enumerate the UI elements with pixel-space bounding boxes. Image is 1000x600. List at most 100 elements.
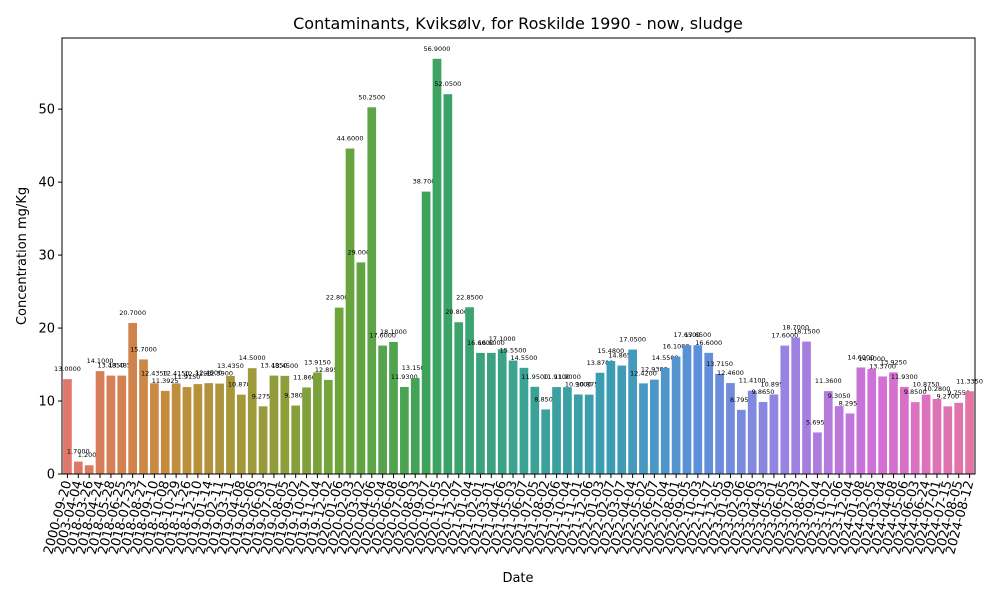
value-label: 8.2950 — [839, 399, 862, 407]
bar — [497, 349, 507, 474]
bar — [552, 387, 561, 474]
bar — [367, 107, 377, 474]
value-label: 13.4850 — [97, 362, 124, 370]
bar — [106, 375, 116, 474]
y-tick-label: 50 — [38, 103, 55, 118]
bar — [508, 360, 518, 474]
bar — [617, 365, 627, 474]
value-label: 16.1000 — [663, 343, 690, 351]
x-axis-label: Date — [502, 571, 533, 586]
value-label: 1.2000 — [78, 451, 101, 459]
bar — [595, 372, 605, 474]
bar — [215, 383, 224, 474]
value-label: 11.3600 — [815, 377, 842, 385]
bar — [139, 359, 148, 474]
bar — [443, 94, 453, 475]
value-label: 20.7000 — [119, 309, 146, 317]
value-label: 18.7000 — [782, 324, 809, 332]
bar — [693, 345, 703, 474]
value-label: 14.5500 — [652, 354, 679, 362]
value-label: 12.8950 — [315, 366, 342, 374]
bar — [204, 383, 214, 474]
value-label: 14.5000 — [239, 354, 266, 362]
bar — [150, 383, 159, 474]
bar — [563, 387, 572, 474]
bar — [73, 461, 83, 474]
value-label: 13.4850 — [108, 362, 135, 370]
bar — [900, 386, 909, 474]
value-label: 29.0000 — [347, 248, 374, 256]
bar — [606, 361, 616, 474]
bar — [758, 402, 768, 474]
value-label: 13.1500 — [402, 364, 429, 372]
value-label: 13.4850 — [261, 362, 288, 370]
value-label: 9.2750 — [252, 392, 275, 400]
value-label: 14.5500 — [510, 354, 537, 362]
bar — [639, 383, 648, 474]
value-label: 56.9000 — [424, 45, 451, 53]
bar — [476, 352, 485, 474]
value-label: 13.0000 — [54, 365, 81, 373]
bar — [160, 390, 170, 474]
y-tick-label: 40 — [38, 176, 55, 191]
bar — [454, 322, 464, 474]
value-label: 15.7000 — [130, 345, 157, 353]
value-label: 12.3150 — [184, 370, 211, 378]
bar — [878, 376, 887, 474]
value-label: 11.3350 — [956, 377, 983, 385]
bar — [856, 367, 866, 474]
value-label: 13.4350 — [217, 362, 244, 370]
bar — [171, 383, 181, 474]
value-label: 38.7000 — [413, 178, 440, 186]
value-label: 8.7950 — [730, 396, 753, 404]
bar — [747, 390, 757, 474]
bar — [791, 337, 801, 474]
value-label: 12.3900 — [206, 370, 233, 378]
bar — [465, 307, 474, 474]
value-label: 22.8500 — [456, 293, 483, 301]
bar — [258, 406, 268, 474]
value-label: 17.6500 — [674, 331, 701, 339]
value-label: 12.4150 — [163, 369, 190, 377]
bar — [845, 413, 855, 474]
value-label: 17.6500 — [684, 331, 711, 339]
bar — [236, 394, 246, 474]
value-label: 13.4500 — [271, 362, 298, 370]
plot-frame — [61, 37, 976, 475]
value-label: 14.1000 — [87, 357, 114, 365]
value-label: 14.8650 — [608, 352, 635, 360]
bar — [84, 465, 94, 474]
chart-title: Contaminants, Kviksølv, for Roskilde 199… — [293, 14, 743, 33]
value-label: 17.1000 — [489, 335, 516, 343]
bar — [95, 371, 105, 474]
bar — [345, 148, 355, 474]
y-tick-label: 0 — [47, 468, 55, 483]
bar — [584, 394, 594, 474]
bar — [193, 384, 203, 474]
value-label: 50.2500 — [358, 93, 385, 101]
value-label: 9.8650 — [752, 388, 775, 396]
bar — [704, 352, 714, 474]
value-label: 10.9000 — [565, 380, 592, 388]
value-label: 15.4800 — [597, 347, 624, 355]
bar — [671, 356, 681, 474]
bar — [389, 341, 398, 474]
value-label: 15.5500 — [500, 347, 527, 355]
value-label: 10.8750 — [576, 381, 603, 389]
bar — [117, 375, 127, 474]
value-label: 9.2700 — [936, 392, 959, 400]
value-label: 9.3800 — [284, 392, 307, 400]
value-label: 11.9500 — [521, 373, 548, 381]
value-label: 5.6950 — [806, 418, 829, 426]
value-label: 11.9150 — [174, 373, 201, 381]
value-label: 12.4350 — [141, 369, 168, 377]
bar — [823, 391, 833, 474]
value-label: 16.6000 — [467, 339, 494, 347]
bar — [226, 375, 235, 474]
bar — [519, 367, 529, 474]
value-label: 11.9300 — [891, 373, 918, 381]
bar — [541, 409, 551, 474]
value-label: 11.8600 — [293, 373, 320, 381]
value-label: 14.4000 — [858, 355, 885, 363]
bar — [628, 349, 637, 474]
